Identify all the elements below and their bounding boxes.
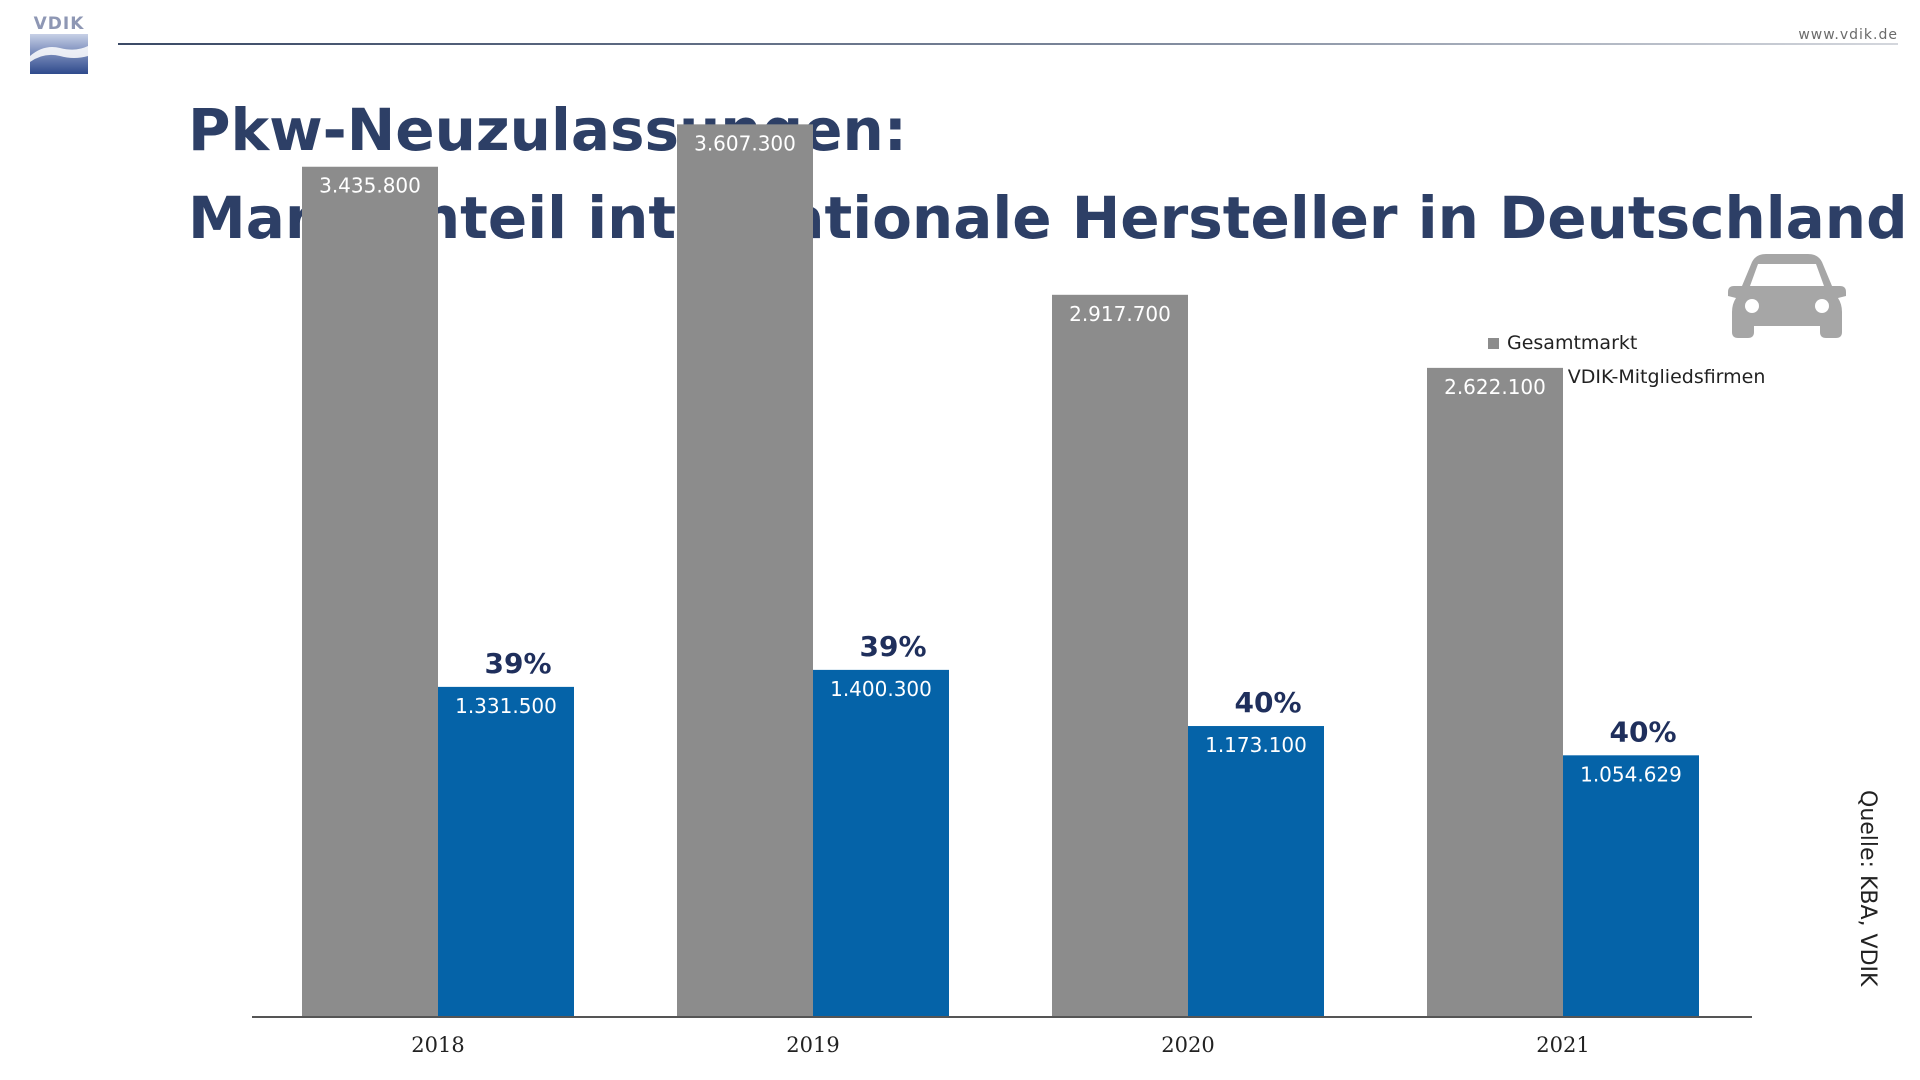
bar-vdik-2018	[438, 686, 574, 1016]
x-tick-label-2021: 2021	[1536, 1033, 1589, 1057]
bar-gesamtmarkt-2021	[1427, 367, 1563, 1016]
data-label-gesamtmarkt-2020: 2.917.700	[1069, 302, 1171, 326]
website-url[interactable]: www.vdik.de	[1798, 27, 1898, 43]
bar-gesamtmarkt-2018	[302, 166, 438, 1016]
bar-gesamtmarkt-2020	[1052, 294, 1188, 1016]
share-annotation-2020: 40%	[1234, 686, 1301, 719]
bar-vdik-2021	[1563, 755, 1699, 1016]
bar-vdik-2020	[1188, 726, 1324, 1016]
source-note: Quelle: KBA, VDIK	[1855, 790, 1880, 987]
legend-label-gesamtmarkt: Gesamtmarkt	[1507, 332, 1638, 354]
data-label-gesamtmarkt-2018: 3.435.800	[319, 174, 421, 198]
legend-label-vdik: Anteil VDIK-Mitgliedsfirmen	[1507, 366, 1766, 388]
data-label-gesamtmarkt-2021: 2.622.100	[1444, 375, 1546, 399]
data-label-vdik-2021: 1.054.629	[1580, 762, 1682, 786]
title-line-2: Marktanteil internationale Hersteller in…	[188, 184, 1908, 252]
share-annotation-2018: 39%	[484, 647, 551, 680]
share-annotation-2019: 39%	[859, 630, 926, 663]
legend-swatch-gesamtmarkt	[1488, 337, 1499, 349]
bar-vdik-2019	[813, 669, 949, 1016]
data-label-vdik-2020: 1.173.100	[1205, 733, 1307, 757]
data-label-gesamtmarkt-2019: 3.607.300	[694, 131, 796, 155]
x-tick-label-2018: 2018	[411, 1033, 464, 1057]
logo-mark	[30, 34, 88, 74]
x-tick-label-2019: 2019	[786, 1033, 839, 1057]
data-label-vdik-2018: 1.331.500	[455, 694, 557, 718]
share-annotation-2021: 40%	[1609, 715, 1676, 748]
legend-item-gesamtmarkt: Gesamtmarkt	[1488, 326, 1765, 360]
vdik-logo-icon: VDIK	[30, 14, 88, 74]
logo-text: VDIK	[33, 14, 85, 34]
data-label-vdik-2019: 1.400.300	[830, 677, 932, 701]
x-tick-label-2020: 2020	[1161, 1033, 1214, 1057]
chart-legend: Gesamtmarkt Anteil VDIK-Mitgliedsfirmen	[1488, 326, 1765, 394]
car-icon	[1728, 254, 1846, 338]
header-rule	[118, 43, 1898, 45]
bar-gesamtmarkt-2019	[677, 124, 813, 1017]
